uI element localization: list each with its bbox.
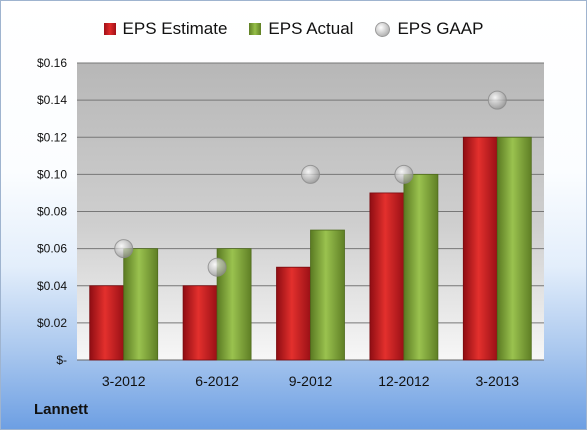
legend: EPS Estimate EPS Actual EPS GAAP bbox=[1, 17, 586, 41]
y-tick-label: $0.06 bbox=[37, 242, 67, 256]
legend-item-eps-estimate: EPS Estimate bbox=[103, 19, 228, 39]
eps-estimate-bar bbox=[89, 285, 125, 361]
y-tick-label: $- bbox=[56, 353, 67, 367]
x-tick-label: 9-2012 bbox=[289, 373, 333, 389]
legend-label: EPS Estimate bbox=[122, 19, 228, 38]
eps-gaap-point bbox=[207, 257, 227, 277]
eps-gaap-swatch bbox=[375, 21, 391, 37]
y-tick-label: $0.12 bbox=[37, 130, 67, 144]
y-tick-label: $0.10 bbox=[37, 167, 67, 181]
y-tick-label: $0.16 bbox=[37, 56, 67, 70]
eps-actual-bar bbox=[123, 248, 159, 361]
y-tick-label: $0.08 bbox=[37, 205, 67, 219]
company-name: Lannett bbox=[34, 401, 89, 418]
eps-estimate-swatch bbox=[103, 23, 116, 35]
eps-gaap-point bbox=[114, 239, 134, 259]
eps-estimate-bar bbox=[276, 266, 311, 361]
eps-estimate-bar bbox=[462, 136, 498, 361]
legend-label: EPS GAAP bbox=[397, 19, 484, 38]
legend-label: EPS Actual bbox=[268, 19, 354, 38]
x-tick-label: 3-2013 bbox=[476, 373, 520, 389]
eps-actual-bar bbox=[403, 173, 439, 361]
eps-gaap-point bbox=[487, 90, 507, 110]
eps-actual-bar bbox=[310, 229, 345, 361]
eps-actual-swatch bbox=[249, 23, 262, 35]
y-tick-label: $0.02 bbox=[37, 316, 67, 330]
y-tick-label: $0.14 bbox=[37, 93, 67, 107]
eps-actual-bar bbox=[496, 136, 532, 361]
x-tick-label: 6-2012 bbox=[195, 373, 239, 389]
legend-item-eps-actual: EPS Actual bbox=[249, 19, 353, 39]
eps-estimate-bar bbox=[182, 285, 218, 361]
legend-item-eps-gaap: EPS GAAP bbox=[375, 19, 483, 39]
eps-estimate-bar bbox=[369, 192, 405, 361]
y-tick-label: $0.04 bbox=[37, 279, 67, 293]
x-tick-label: 3-2012 bbox=[102, 373, 146, 389]
eps-gaap-point bbox=[301, 164, 320, 184]
eps-gaap-point bbox=[394, 164, 414, 184]
x-tick-label: 12-2012 bbox=[378, 373, 430, 389]
